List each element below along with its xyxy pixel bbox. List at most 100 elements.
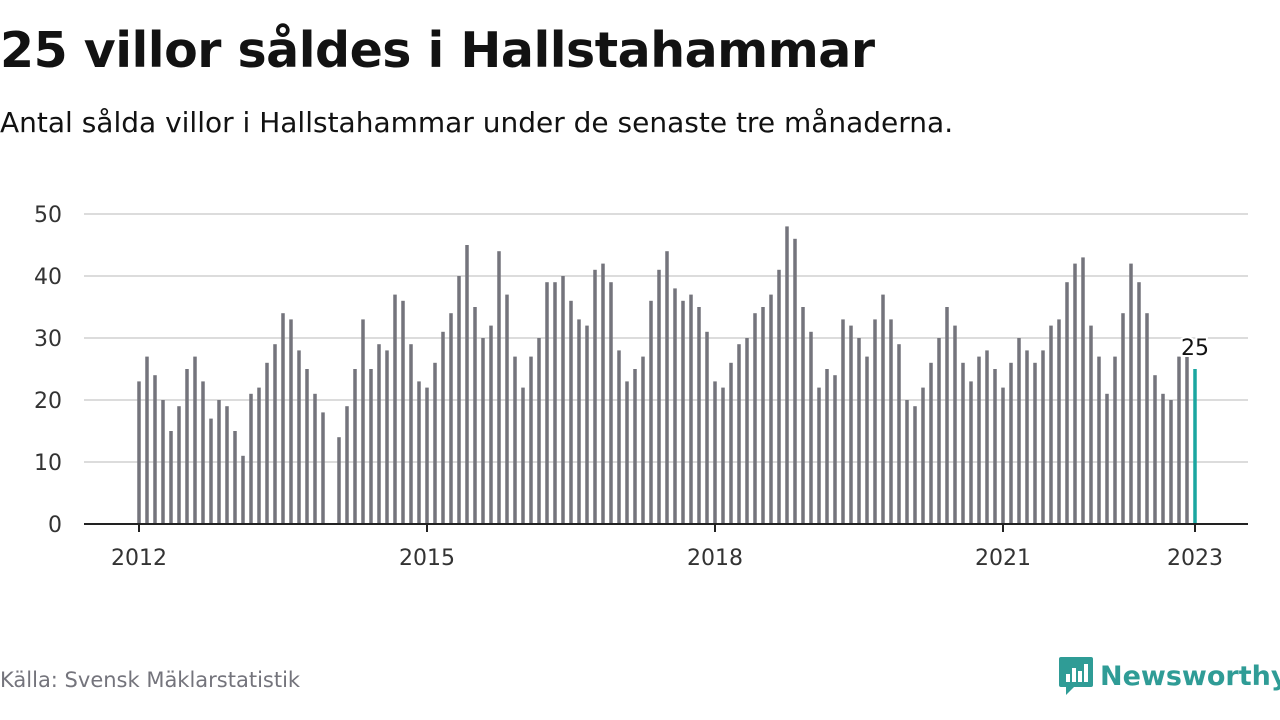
bar [201,381,205,524]
bar [417,381,421,524]
bar [721,387,725,524]
bar [1025,350,1029,524]
bar [593,269,597,524]
bar [777,269,781,524]
bar [1097,356,1101,524]
highlight-value-label: 25 [1181,336,1209,361]
bar [225,406,229,524]
bar [193,356,197,524]
bar [921,387,925,524]
bar [513,356,517,524]
x-tick-label: 2023 [1167,546,1223,571]
chart-subtitle: Antal sålda villor i Hallstahammar under… [0,106,954,139]
bar [489,325,493,524]
bar [1177,356,1181,524]
bar [1185,356,1189,524]
bar [377,344,381,524]
bar [553,282,557,524]
bar [177,406,181,524]
bar [633,369,637,524]
bar [561,276,565,524]
bar [641,356,645,524]
bar [729,362,733,524]
bar [1065,282,1069,524]
bar [929,362,933,524]
bar [545,282,549,524]
bar [209,418,213,524]
bar [1057,319,1061,524]
bar [1049,325,1053,524]
bar [977,356,981,524]
bar [281,313,285,524]
bar [785,226,789,524]
bar [705,331,709,524]
bar [689,294,693,524]
bar [617,350,621,524]
bar [497,251,501,524]
x-tick-label: 2018 [687,546,743,571]
bar [217,400,221,524]
bar [1169,400,1173,524]
bar [441,331,445,524]
bar [761,307,765,524]
bar [833,375,837,524]
bar [1153,375,1157,524]
bar [609,282,613,524]
bar [1113,356,1117,524]
bar [793,238,797,525]
bar [457,276,461,524]
bar [1129,263,1133,524]
bar [881,294,885,524]
bar [1161,393,1165,524]
bar [769,294,773,524]
bar [305,369,309,524]
bar [321,412,325,524]
y-tick-label: 0 [48,513,62,538]
brand-name: Newsworthy [1100,660,1280,692]
bar [873,319,877,524]
bar [737,344,741,524]
bar [753,313,757,524]
bar [961,362,965,524]
bar [1001,387,1005,524]
bar [233,431,237,524]
bar [169,431,173,524]
bar [521,387,525,524]
bar [1041,350,1045,524]
bar [809,331,813,524]
bar [153,375,157,524]
bar [625,381,629,524]
bar [401,300,405,524]
y-tick-label: 40 [34,265,62,290]
bar [465,245,469,524]
bar-highlight [1193,369,1197,524]
bar [337,437,341,524]
bars [137,226,1197,525]
bar [537,338,541,524]
bar [297,350,301,524]
bar [601,263,605,524]
bar [985,350,989,524]
bar [353,369,357,524]
bar [313,393,317,524]
bar [649,300,653,524]
bar [577,319,581,524]
bar [841,319,845,524]
bar [1081,257,1085,524]
bar [913,406,917,524]
bar [865,356,869,524]
bar [1089,325,1093,524]
bar [697,307,701,524]
bar [393,294,397,524]
bar [889,319,893,524]
bar [993,369,997,524]
bar [345,406,349,524]
x-tick-label: 2021 [975,546,1031,571]
source-note: Källa: Svensk Mäklarstatistik [0,668,301,692]
bar [1033,362,1037,524]
bar [425,387,429,524]
bar [1145,313,1149,524]
bar [585,325,589,524]
bar [185,369,189,524]
bar [1121,313,1125,524]
